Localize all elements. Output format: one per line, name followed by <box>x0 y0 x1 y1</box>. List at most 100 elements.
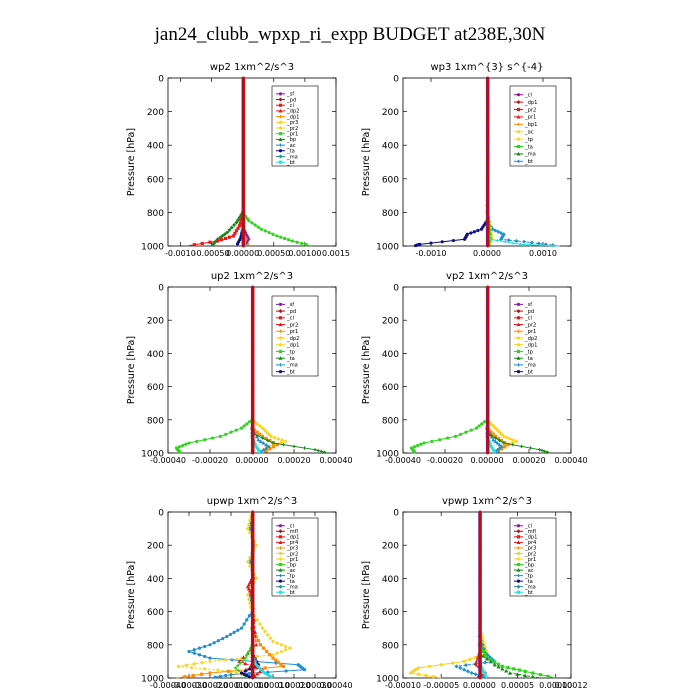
zero-profile-point <box>251 321 255 325</box>
zero-profile-point <box>478 626 482 630</box>
zero-profile-point <box>486 296 490 300</box>
zero-profile-point <box>478 643 482 647</box>
legend-label: _pd <box>286 97 296 103</box>
zero-profile-point <box>251 315 255 319</box>
legend-marker <box>516 546 521 550</box>
zero-profile-point <box>251 421 255 425</box>
legend-marker <box>278 302 283 306</box>
data-point <box>454 664 459 669</box>
data-point <box>258 432 262 436</box>
zero-profile-point <box>251 518 255 522</box>
legend-marker <box>278 336 283 340</box>
zero-profile-point <box>241 194 245 198</box>
data-point <box>250 221 254 225</box>
data-point <box>245 618 249 622</box>
zero-profile-point <box>478 604 482 608</box>
zero-profile-point <box>251 365 255 369</box>
data-point <box>469 671 474 676</box>
data-point <box>276 660 280 664</box>
data-point <box>232 223 237 227</box>
zero-profile-point <box>478 646 482 650</box>
legend-marker <box>278 535 283 539</box>
data-point <box>236 217 240 222</box>
legend-marker <box>278 329 283 333</box>
zero-profile-point <box>486 180 490 184</box>
zero-profile-point <box>241 90 245 94</box>
data-point <box>254 634 258 639</box>
data-point <box>495 428 500 433</box>
x-tick-label: 0.00030 <box>298 681 331 690</box>
zero-profile-point <box>478 629 482 633</box>
data-point <box>227 235 232 239</box>
x-tick-label: 0.00040 <box>319 456 352 465</box>
legend-marker <box>278 562 283 567</box>
legend-marker <box>516 151 521 156</box>
zero-profile-point <box>486 166 490 170</box>
legend-label: _dp1 <box>524 100 537 106</box>
zero-profile-point <box>241 210 245 214</box>
x-tick-label: 0.00100 <box>288 249 321 258</box>
data-point <box>504 435 509 440</box>
x-tick-label: -0.00005 <box>423 681 459 690</box>
data-point <box>428 664 432 668</box>
data-point <box>287 646 292 651</box>
zero-profile-point <box>251 665 255 669</box>
data-point <box>256 225 260 229</box>
legend-marker <box>516 137 521 142</box>
data-point <box>473 672 478 677</box>
x-tick-label: 0.0000 <box>473 249 501 258</box>
zero-profile-point <box>486 310 490 314</box>
zero-profile-point <box>478 549 482 553</box>
data-point <box>192 651 196 655</box>
x-tick-label: 0.00000 <box>235 456 268 465</box>
zero-profile-point <box>486 343 490 347</box>
data-point <box>304 243 309 247</box>
data-point <box>245 526 250 531</box>
zero-profile-point <box>241 96 245 100</box>
data-point <box>507 671 512 675</box>
series-line-dp1 <box>410 419 488 454</box>
legend-marker <box>278 120 283 124</box>
data-point <box>246 597 251 602</box>
data-point <box>485 653 490 658</box>
x-tick-label: 0.00000 <box>226 249 259 258</box>
legend-marker <box>278 143 283 147</box>
zero-profile-point <box>486 448 490 452</box>
zero-profile-point <box>251 401 255 405</box>
data-point <box>260 668 265 673</box>
data-point <box>523 669 527 673</box>
zero-profile-point <box>241 230 245 234</box>
legend-label: _bp <box>524 562 535 568</box>
data-point <box>197 646 202 650</box>
zero-profile-point <box>251 676 255 680</box>
data-point <box>489 430 493 434</box>
data-point <box>224 673 228 678</box>
zero-profile-point <box>486 163 490 167</box>
zero-profile-point <box>478 540 482 544</box>
zero-profile-point <box>486 362 490 366</box>
legend-label: _pd <box>524 309 534 315</box>
data-point <box>430 439 434 443</box>
zero-profile-point <box>486 426 490 430</box>
data-point <box>451 238 455 243</box>
data-point <box>272 435 277 440</box>
zero-profile-point <box>251 599 255 603</box>
data-point <box>414 243 418 248</box>
legend-marker <box>516 590 521 594</box>
x-tick-label: 0.00000 <box>235 681 268 690</box>
legend-marker <box>278 97 283 102</box>
legend-frame <box>271 295 319 377</box>
y-axis-label: Pressure [hPa] <box>361 336 372 404</box>
zero-profile-point <box>251 651 255 655</box>
data-point <box>453 434 458 438</box>
legend-label: _ma <box>524 363 536 369</box>
zero-profile-point <box>486 307 490 311</box>
data-point <box>290 239 295 243</box>
data-point <box>195 439 199 443</box>
zero-profile-point <box>486 213 490 217</box>
y-tick-label: 200 <box>147 317 164 327</box>
x-tick-label: 0.00020 <box>277 681 310 690</box>
x-tick-label: -0.0010 <box>416 249 447 258</box>
data-point <box>409 671 413 675</box>
legend-label: _ta <box>286 579 295 585</box>
